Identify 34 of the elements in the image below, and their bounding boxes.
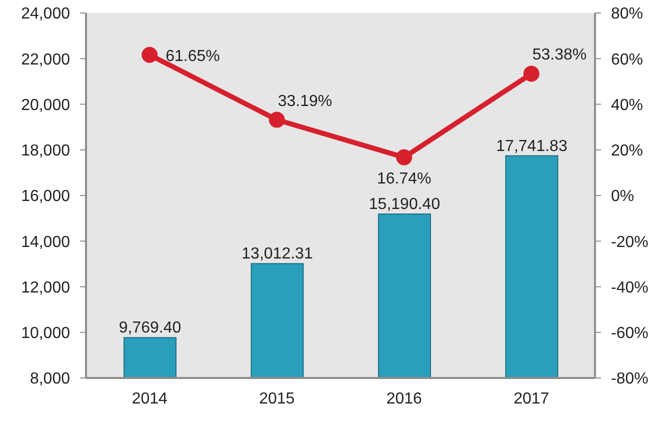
point <box>142 46 158 63</box>
x-tick-label: 2014 <box>132 390 168 408</box>
y2-tick-label: -60% <box>611 325 648 342</box>
y-tick-label: 12,000 <box>21 279 70 296</box>
y2-tick-label: -20% <box>611 234 648 251</box>
y-tick-label: 14,000 <box>21 234 70 251</box>
y2-tick-label: 60% <box>611 51 644 68</box>
data-label: 33.19% <box>278 92 332 110</box>
y2-tick-label: 20% <box>611 142 644 160</box>
y-tick-label: 22,000 <box>21 51 70 68</box>
y-tick-label: 20,000 <box>21 96 70 114</box>
y-tick-label: 24,000 <box>21 6 70 23</box>
y2-tick-label: 0% <box>611 188 634 206</box>
data-label: 15,190.40 <box>368 196 440 213</box>
x-tick-label: 2016 <box>386 390 422 408</box>
y2-tick-label: -40% <box>611 279 648 296</box>
y-tick-label: 10,000 <box>21 325 70 342</box>
x-tick-label: 2017 <box>514 390 550 408</box>
data-label: 9,769.40 <box>118 320 182 337</box>
data-label: 16.74% <box>376 170 432 188</box>
y2-tick-label: 40% <box>611 96 644 114</box>
y2-tick-label: 80% <box>611 6 644 23</box>
point <box>268 112 285 128</box>
x-tick-label: 2015 <box>259 390 295 408</box>
data-label: 61.65% <box>166 48 220 65</box>
data-label: 53.38% <box>532 46 587 64</box>
data-label: 17,741.83 <box>496 138 568 155</box>
point <box>396 149 412 166</box>
y-tick-label: 8,000 <box>30 370 70 388</box>
y-tick-label: 18,000 <box>21 142 70 160</box>
data-label: 13,012.31 <box>242 246 313 263</box>
point <box>523 66 540 82</box>
y-tick-label: 16,000 <box>21 188 70 206</box>
y2-tick-label: -80% <box>611 370 648 388</box>
